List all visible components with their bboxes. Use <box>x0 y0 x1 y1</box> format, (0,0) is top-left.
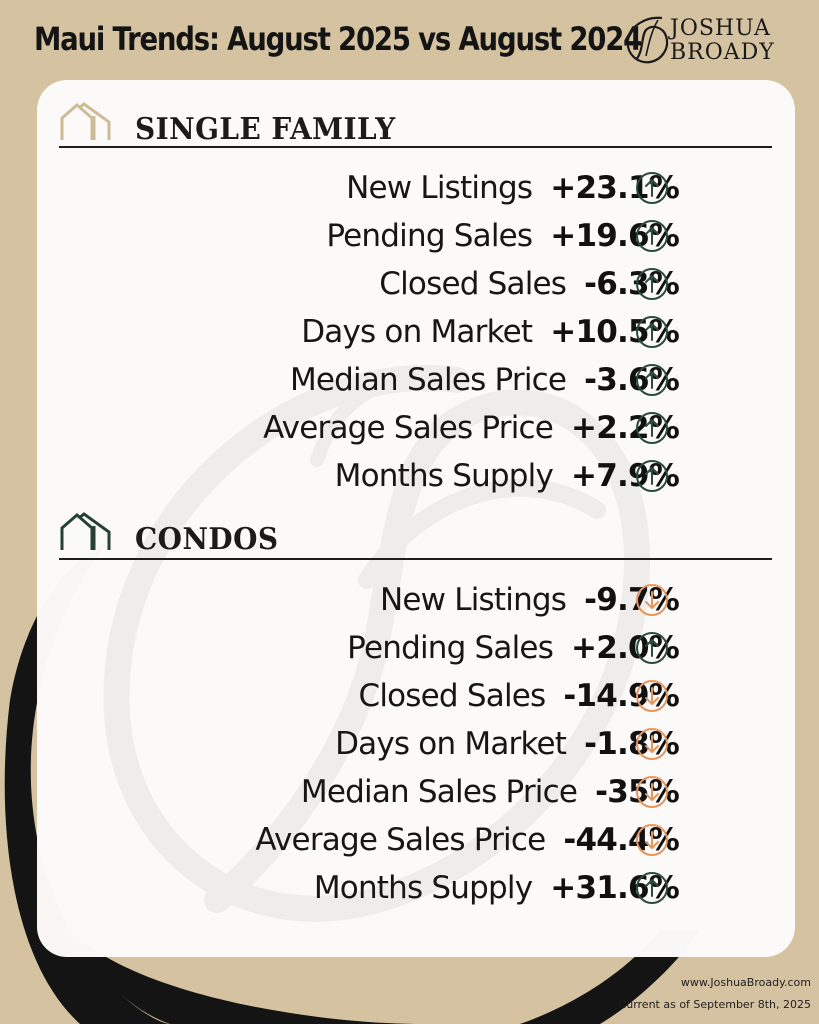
stats-card: SINGLE FAMILY New Listings +23.1% Pending … <box>37 80 795 957</box>
arrow-down-icon <box>635 823 669 857</box>
page-title: Maui Trends: August 2025 vs August 2024 <box>34 20 642 58</box>
metric-row: Average Sales Price -44.4% <box>255 818 679 862</box>
section-header-single-family: SINGLE FAMILY <box>59 102 395 152</box>
logo-text-line1: JOSHUA <box>670 16 771 41</box>
metric-label: Closed Sales <box>379 266 567 302</box>
arrow-up-icon <box>635 631 669 665</box>
house-outline-icon <box>60 512 111 550</box>
arrow-down-icon <box>635 583 669 617</box>
metric-row: Pending Sales +2.0% <box>347 626 680 670</box>
metric-value: +10.5% <box>550 314 680 350</box>
section-divider <box>59 558 772 560</box>
metric-value: -3.6% <box>584 362 680 398</box>
metric-label: New Listings <box>346 170 533 206</box>
metric-label: Months Supply <box>313 870 533 906</box>
metric-row: Months Supply +31.6% <box>313 866 680 910</box>
house-outline-icon <box>60 102 111 140</box>
metric-row: Months Supply +7.9% <box>334 454 680 498</box>
footer-website[interactable]: www.JoshuaBroady.com <box>680 976 811 989</box>
section-title-single-family: SINGLE FAMILY <box>135 112 396 147</box>
arrow-up-icon <box>635 219 669 253</box>
metric-row: New Listings +23.1% <box>346 166 680 210</box>
arrow-up-icon <box>635 315 669 349</box>
arrow-up-icon <box>635 871 669 905</box>
arrow-down-icon <box>635 727 669 761</box>
metric-row: Median Sales Price -3.6% <box>289 358 680 402</box>
arrow-up-icon <box>635 267 669 301</box>
monogram-icon <box>626 16 669 64</box>
arrow-up-icon <box>635 171 669 205</box>
metric-label: New Listings <box>380 582 567 618</box>
section-header-condos: CONDOS <box>59 512 278 562</box>
metric-label: Average Sales Price <box>255 822 546 858</box>
metric-label: Days on Market <box>335 726 567 762</box>
metric-label: Pending Sales <box>326 218 533 254</box>
metric-value: +19.6% <box>550 218 680 254</box>
section-title-condos: CONDOS <box>135 522 279 557</box>
arrow-down-icon <box>635 775 669 809</box>
metric-label: Days on Market <box>301 314 533 350</box>
metric-label: Average Sales Price <box>263 410 554 446</box>
arrow-up-icon <box>635 363 669 397</box>
metric-label: Months Supply <box>334 458 554 494</box>
metric-label: Median Sales Price <box>289 362 567 398</box>
metric-row: Average Sales Price +2.2% <box>263 406 680 450</box>
metric-label: Pending Sales <box>347 630 554 666</box>
metric-label: Closed Sales <box>358 678 546 714</box>
monogram-watermark <box>103 365 651 922</box>
section-divider <box>59 146 772 148</box>
arrow-up-icon <box>635 459 669 493</box>
metric-row: Closed Sales -14.9% <box>358 674 679 718</box>
footer-updated-date: Current as of September 8th, 2025 <box>618 998 811 1011</box>
metric-value: -6.3% <box>584 266 680 302</box>
metric-value: +23.1% <box>550 170 680 206</box>
logo-text-line2: BROADY <box>670 40 775 65</box>
metric-row: Days on Market +10.5% <box>301 310 680 354</box>
metric-value: -9.7% <box>584 582 680 618</box>
metric-label: Median Sales Price <box>300 774 578 810</box>
metric-row: New Listings -9.7% <box>380 578 680 622</box>
arrow-up-icon <box>635 411 669 445</box>
metric-value: +31.6% <box>550 870 680 906</box>
metric-row: Median Sales Price -35% <box>300 770 680 814</box>
metric-row: Pending Sales +19.6% <box>326 214 679 258</box>
metric-value: -1.8% <box>584 726 680 762</box>
metric-row: Days on Market -1.8% <box>335 722 680 766</box>
brand-logo: JOSHUA BROADY <box>622 12 797 70</box>
metric-row: Closed Sales -6.3% <box>379 262 680 306</box>
arrow-down-icon <box>635 679 669 713</box>
